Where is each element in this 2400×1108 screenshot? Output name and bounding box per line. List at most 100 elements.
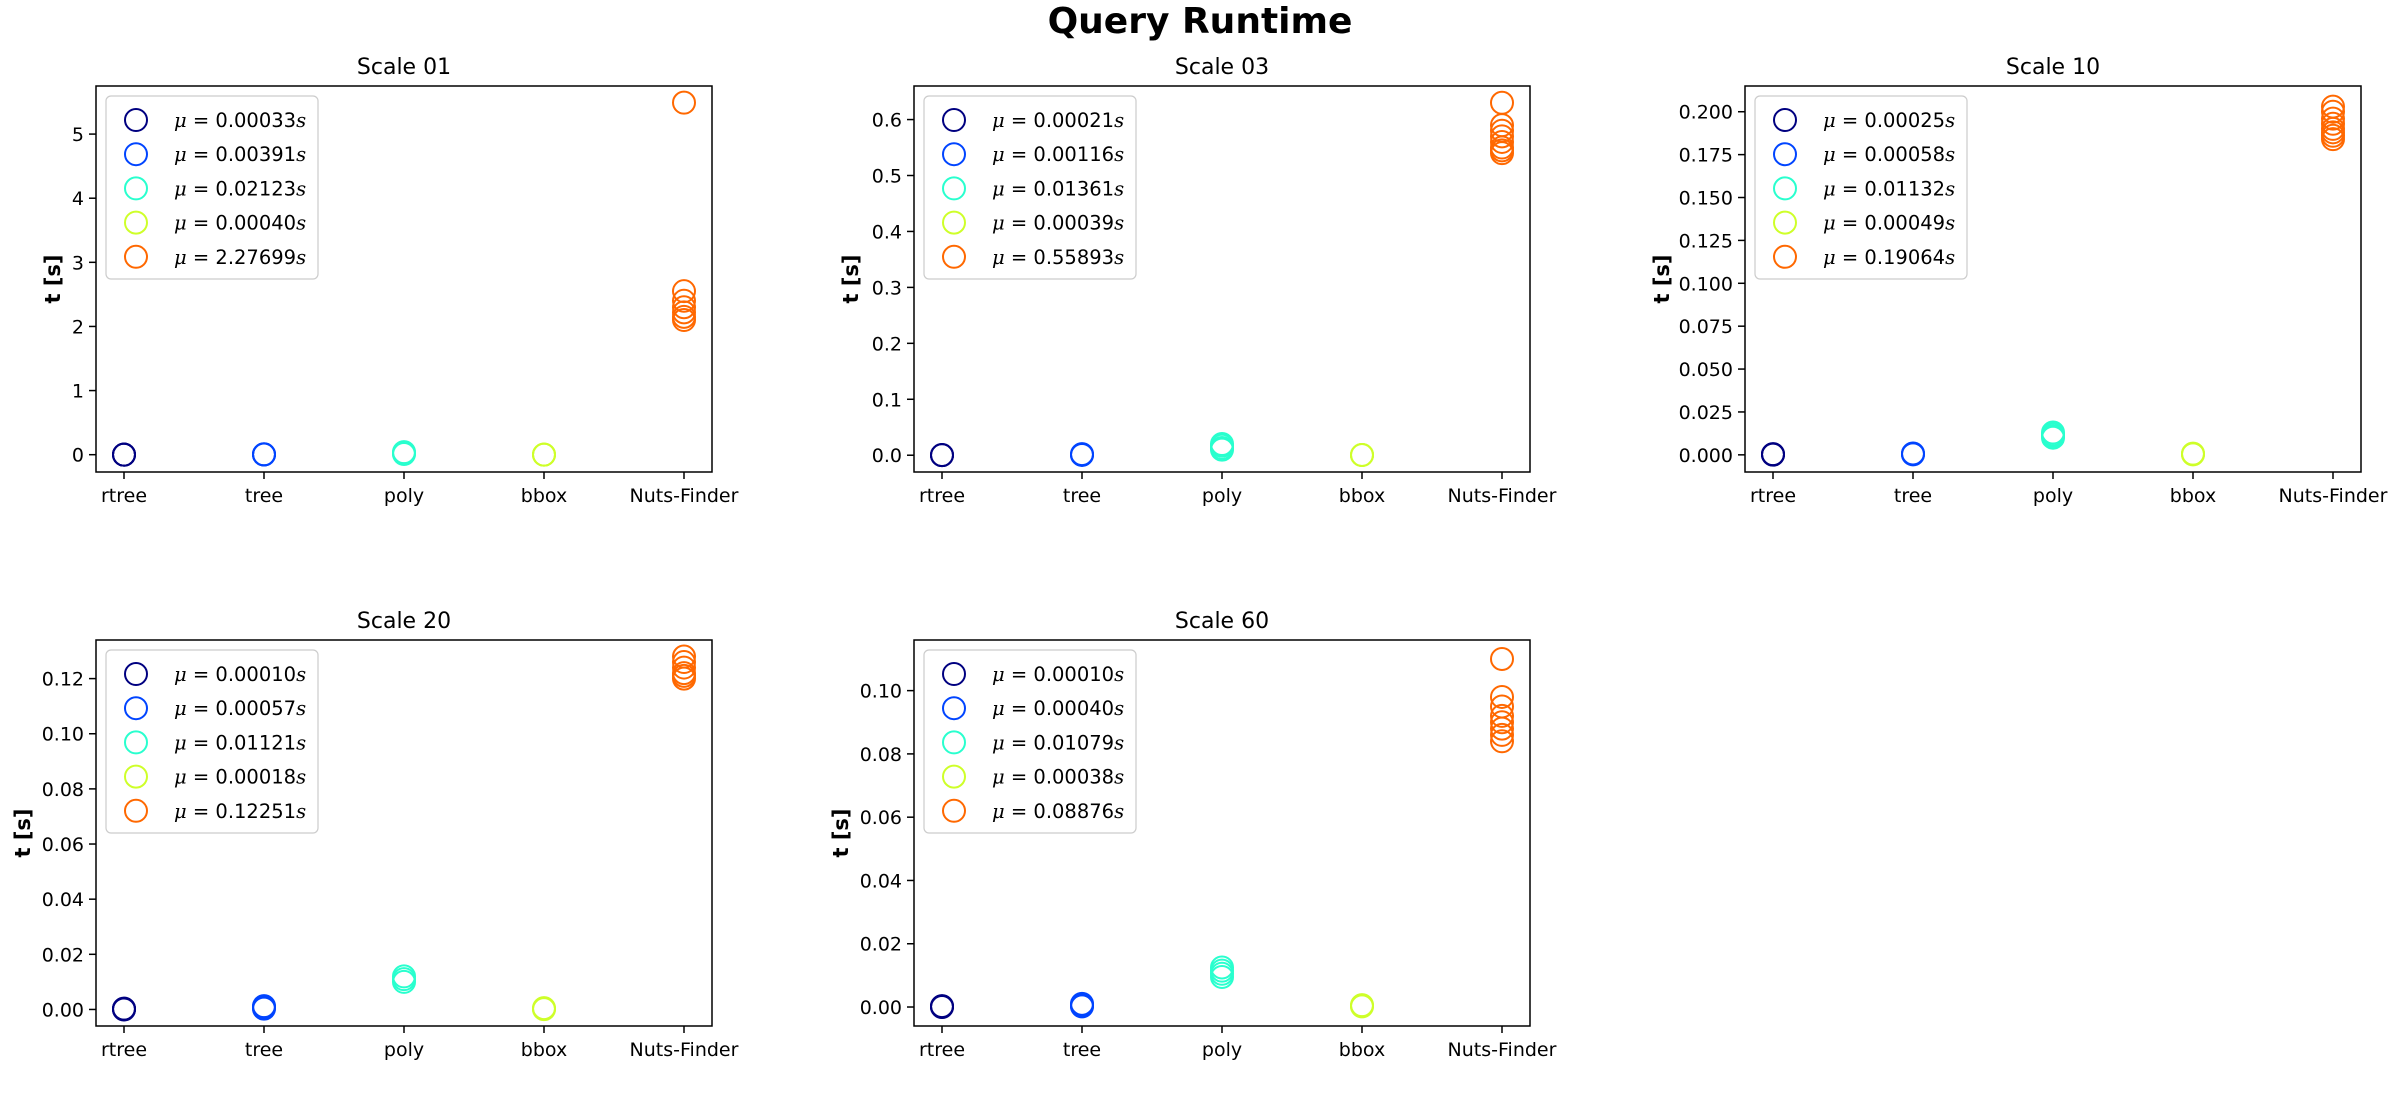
legend-label-tree: μ = 0.00058s <box>1823 143 1955 166</box>
legend-label-tree: μ = 0.00391s <box>174 143 306 166</box>
x-tick-label: rtree <box>919 485 965 507</box>
data-point-poly <box>392 964 416 989</box>
data-point-tree <box>1901 441 1925 466</box>
y-axis-label: t [s] <box>829 808 853 857</box>
data-point-nuts-finder <box>1490 124 1514 149</box>
plot-area <box>913 639 1531 1027</box>
legend-marker-bbox <box>942 764 966 789</box>
data-point-rtree <box>930 443 954 468</box>
legend-label-bbox: μ = 0.00038s <box>992 766 1124 789</box>
data-point-nuts-finder <box>672 655 696 680</box>
panel-title: Scale 03 <box>1175 55 1269 80</box>
x-tick-label: Nuts-Finder <box>630 485 739 507</box>
data-point-nuts-finder <box>2321 127 2345 152</box>
x-tick-label: tree <box>245 485 283 507</box>
legend-marker-poly <box>124 176 148 201</box>
y-tick-label: 0.06 <box>860 807 902 829</box>
y-tick-label: 0.100 <box>1679 273 1733 295</box>
data-point-nuts-finder <box>1490 716 1514 741</box>
x-tick-label: rtree <box>1750 485 1796 507</box>
x-tick-label: poly <box>1202 1039 1242 1061</box>
legend-frame <box>105 95 319 280</box>
legend-label-bbox: μ = 0.00049s <box>1823 212 1955 235</box>
data-point-rtree <box>930 994 954 1019</box>
legend-marker-tree <box>942 696 966 721</box>
y-tick-label: 4 <box>72 188 84 210</box>
x-tick-label: tree <box>1063 485 1101 507</box>
x-tick-label: bbox <box>1339 1039 1385 1061</box>
x-tick-label: tree <box>245 1039 283 1061</box>
data-point-nuts-finder <box>672 650 696 675</box>
legend-label-nuts-finder: μ = 2.27699s <box>174 246 306 269</box>
plot-area <box>95 639 713 1027</box>
panel-scale-60: Scale 60 0.00 0.02 0.04 0.06 0.08 0.10 rtree tre… <box>829 609 1557 1061</box>
data-point-rtree <box>1761 442 1785 467</box>
legend-frame <box>923 649 1137 834</box>
legend-marker-bbox <box>124 210 148 235</box>
data-point-tree <box>252 994 276 1019</box>
legend-label-rtree: μ = 0.00025s <box>1823 109 1955 132</box>
x-tick-label: Nuts-Finder <box>1448 1039 1557 1061</box>
y-tick-label: 0.050 <box>1679 359 1733 381</box>
legend-marker-bbox <box>1773 210 1797 235</box>
figure-title: Query Runtime <box>1048 1 1353 42</box>
data-point-nuts-finder <box>1490 703 1514 728</box>
legend-label-rtree: μ = 0.00010s <box>174 663 306 686</box>
panel-scale-01: Scale 01 0 1 2 3 4 5 rtree tree poly bbox Nuts-Find… <box>41 55 739 507</box>
panel-scale-20: Scale 20 0.00 0.02 0.04 0.06 0.08 0.10 0.12 rtre… <box>11 609 739 1061</box>
x-tick-label: poly <box>384 1039 424 1061</box>
legend-label-bbox: μ = 0.00018s <box>174 766 306 789</box>
y-axis-label: t [s] <box>839 254 863 303</box>
y-tick-label: 2 <box>72 316 84 338</box>
x-tick-label: bbox <box>521 1039 567 1061</box>
y-axis-label: t [s] <box>1650 254 1674 303</box>
data-point-nuts-finder <box>2321 99 2345 124</box>
legend-label-nuts-finder: μ = 0.08876s <box>992 800 1124 823</box>
x-tick-label: Nuts-Finder <box>630 1039 739 1061</box>
legend-label-poly: μ = 0.01121s <box>174 731 306 754</box>
data-point-nuts-finder <box>672 295 696 320</box>
data-point-tree <box>1070 991 1094 1016</box>
y-tick-label: 0.08 <box>42 779 84 801</box>
legend-marker-poly <box>942 730 966 755</box>
y-tick-label: 0.0 <box>872 445 902 467</box>
x-tick-label: rtree <box>101 485 147 507</box>
legend: μ = 0.00010s μ = 0.00040s μ = 0.01079s μ = … <box>923 649 1137 834</box>
y-axis-label: t [s] <box>41 254 65 303</box>
data-point-nuts-finder <box>2321 94 2345 119</box>
legend-label-rtree: μ = 0.00010s <box>992 663 1124 686</box>
x-tick-label: poly <box>1202 485 1242 507</box>
legend-label-poly: μ = 0.02123s <box>174 177 306 200</box>
legend-label-nuts-finder: μ = 0.12251s <box>174 800 306 823</box>
legend-marker-bbox <box>124 764 148 789</box>
data-point-nuts-finder <box>672 288 696 313</box>
data-point-bbox <box>532 442 556 467</box>
x-tick-label: poly <box>384 485 424 507</box>
data-point-bbox <box>2181 441 2205 466</box>
y-tick-label: 0.150 <box>1679 188 1733 210</box>
data-point-poly <box>392 440 416 465</box>
legend: μ = 0.00010s μ = 0.00057s μ = 0.01121s μ = … <box>105 649 319 834</box>
y-tick-label: 5 <box>72 124 84 146</box>
x-tick-label: Nuts-Finder <box>2279 485 2388 507</box>
x-tick-label: poly <box>2033 485 2073 507</box>
data-point-poly <box>1210 432 1234 457</box>
y-tick-label: 0.04 <box>860 870 902 892</box>
legend: μ = 0.00033s μ = 0.00391s μ = 0.02123s μ = … <box>105 95 319 280</box>
legend-marker-rtree <box>124 108 148 132</box>
legend-marker-rtree <box>124 662 148 686</box>
x-tick-label: bbox <box>521 485 567 507</box>
legend-marker-poly <box>942 176 966 201</box>
legend-frame <box>105 649 319 834</box>
y-tick-label: 0.175 <box>1679 145 1733 167</box>
legend-label-tree: μ = 0.00116s <box>992 143 1124 166</box>
y-tick-label: 0.02 <box>42 944 84 966</box>
y-tick-label: 0.3 <box>872 277 902 299</box>
panel-scale-10: Scale 10 0.000 0.025 0.050 0.075 0.100 0.125 0.… <box>1650 55 2388 507</box>
data-point-bbox <box>1350 442 1374 467</box>
legend-marker-tree <box>124 696 148 721</box>
legend-marker-tree <box>942 142 966 167</box>
y-tick-label: 0.200 <box>1679 102 1733 124</box>
data-point-nuts-finder <box>1490 710 1514 735</box>
